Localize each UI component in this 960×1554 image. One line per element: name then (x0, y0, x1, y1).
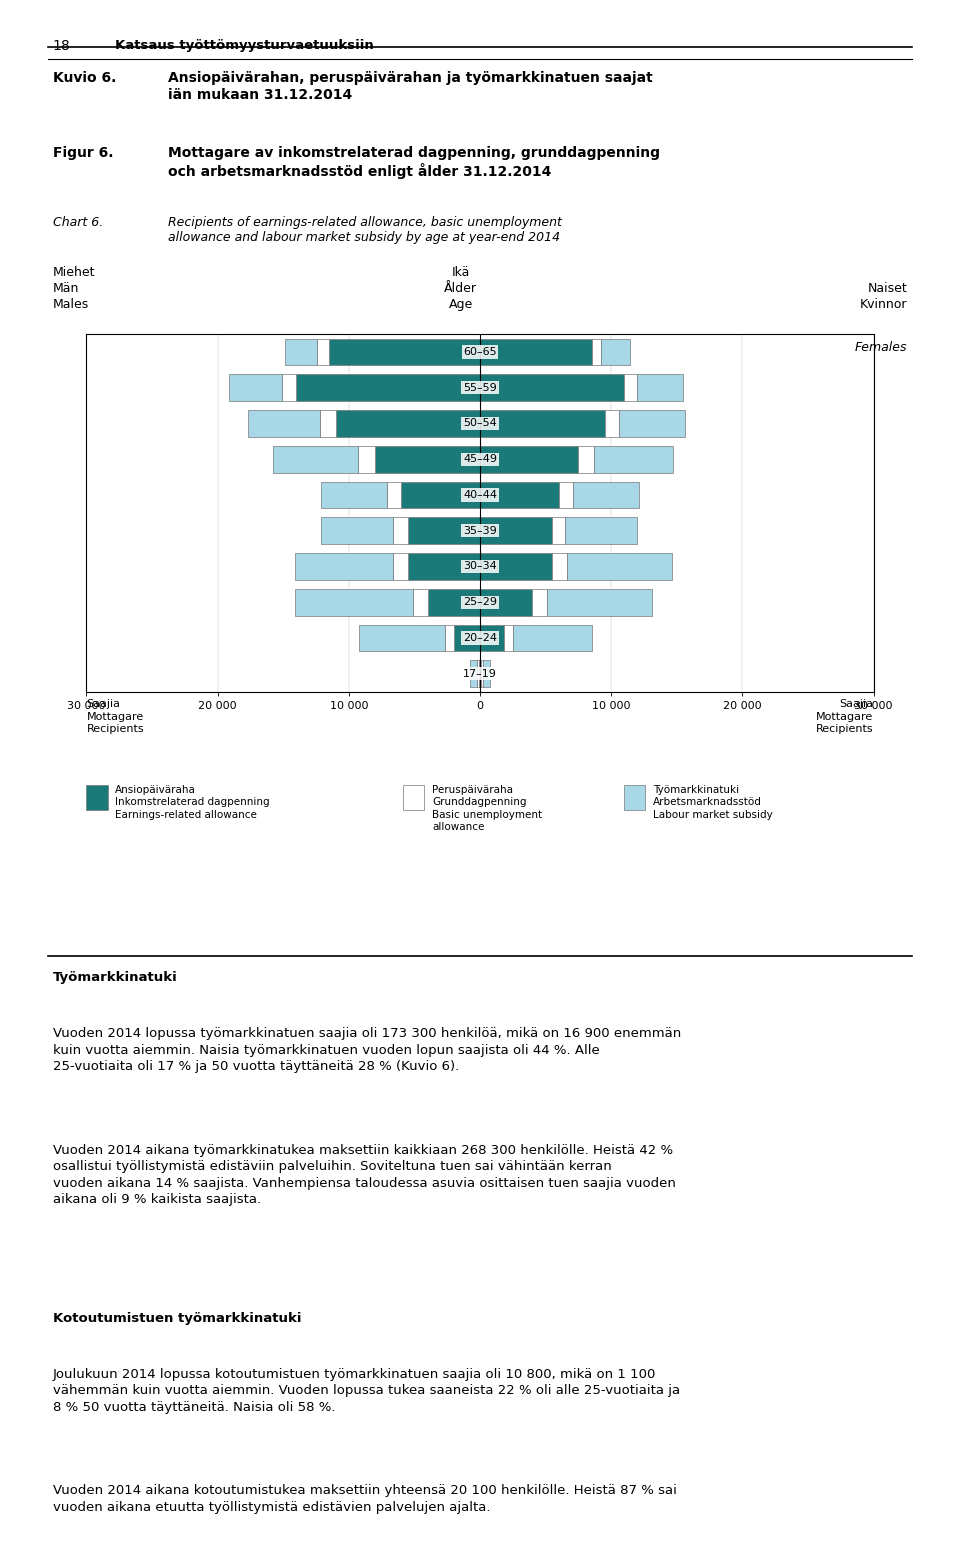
Bar (578, 446, 594, 472)
Bar (273, 446, 358, 472)
Bar (547, 589, 652, 615)
Bar (282, 375, 297, 401)
Text: Kuvio 6.: Kuvio 6. (53, 71, 116, 85)
Bar (480, 339, 591, 365)
Bar (444, 625, 454, 651)
Bar (479, 660, 480, 687)
Bar (394, 553, 408, 580)
Bar (329, 339, 480, 365)
Text: Vuoden 2014 aikana kotoutumistukea maksettiin yhteensä 20 100 henkilölle. Heistä: Vuoden 2014 aikana kotoutumistukea makse… (53, 1484, 677, 1514)
Bar (552, 517, 565, 544)
Bar (566, 553, 672, 580)
Bar (594, 446, 673, 472)
Bar (624, 375, 637, 401)
Bar (320, 410, 336, 437)
Bar (403, 785, 424, 810)
Bar (480, 660, 481, 687)
Text: Chart 6.: Chart 6. (53, 216, 103, 228)
Bar (481, 660, 483, 687)
Bar (573, 482, 638, 508)
Bar (513, 625, 591, 651)
Bar (284, 339, 318, 365)
Bar (533, 589, 547, 615)
Bar (469, 660, 477, 687)
Bar (454, 625, 480, 651)
Text: Miehet
Män
Males: Miehet Män Males (53, 266, 95, 311)
Bar (565, 517, 637, 544)
Bar (86, 785, 108, 810)
Bar (480, 375, 624, 401)
Text: Naiset
Kvinnor: Naiset Kvinnor (860, 281, 907, 311)
Bar (552, 553, 566, 580)
Bar (480, 553, 552, 580)
Bar (359, 625, 444, 651)
Bar (248, 410, 320, 437)
Text: Joulukuun 2014 lopussa kotoutumistuen työmarkkinatuen saajia oli 10 800, mikä on: Joulukuun 2014 lopussa kotoutumistuen ty… (53, 1368, 680, 1414)
Bar (318, 339, 329, 365)
Text: Työmarkkinatuki: Työmarkkinatuki (53, 971, 178, 984)
Bar (387, 482, 401, 508)
Text: 50–54: 50–54 (463, 418, 497, 429)
Text: 40–44: 40–44 (463, 490, 497, 500)
Bar (480, 589, 533, 615)
Bar (408, 553, 480, 580)
Text: Females: Females (854, 342, 907, 354)
Text: 60–65: 60–65 (463, 347, 497, 357)
Text: 35–39: 35–39 (463, 525, 497, 536)
Bar (375, 446, 480, 472)
Bar (394, 517, 408, 544)
Text: Ansiopäivärahan, peruspäivärahan ja työmarkkinatuen saajat
iän mukaan 31.12.2014: Ansiopäivärahan, peruspäivärahan ja työm… (168, 71, 653, 101)
Bar (322, 482, 387, 508)
Text: Vuoden 2014 lopussa työmarkkinatuen saajia oli 173 300 henkilöä, mikä on 16 900 : Vuoden 2014 lopussa työmarkkinatuen saaj… (53, 1027, 681, 1074)
Bar (477, 660, 479, 687)
Bar (336, 410, 480, 437)
Bar (480, 410, 605, 437)
Text: Figur 6.: Figur 6. (53, 146, 113, 160)
Bar (322, 517, 394, 544)
Text: Ansiopäiväraha
Inkomstrelaterad dagpenning
Earnings-related allowance: Ansiopäiväraha Inkomstrelaterad dagpenni… (115, 785, 270, 819)
Bar (295, 553, 394, 580)
Bar (480, 446, 578, 472)
Text: Saajia
Mottagare
Recipients: Saajia Mottagare Recipients (86, 699, 144, 733)
Bar (229, 375, 282, 401)
Bar (408, 517, 480, 544)
Text: Työmarkkinatuki
Arbetsmarknadsstöd
Labour market subsidy: Työmarkkinatuki Arbetsmarknadsstöd Labou… (653, 785, 773, 819)
Bar (427, 589, 480, 615)
Bar (480, 482, 559, 508)
Bar (401, 482, 480, 508)
Bar (358, 446, 375, 472)
Bar (297, 375, 480, 401)
Text: Saajia
Mottagare
Recipients: Saajia Mottagare Recipients (816, 699, 874, 733)
Bar (605, 410, 619, 437)
Bar (624, 785, 645, 810)
Bar (483, 660, 490, 687)
Bar (601, 339, 630, 365)
Bar (480, 517, 552, 544)
Text: 17–19: 17–19 (463, 668, 497, 679)
Text: Recipients of earnings-related allowance, basic unemployment
allowance and labou: Recipients of earnings-related allowance… (168, 216, 562, 244)
Bar (619, 410, 684, 437)
Text: 20–24: 20–24 (463, 632, 497, 643)
Text: 25–29: 25–29 (463, 597, 497, 608)
Text: Kotoutumistuen työmarkkinatuki: Kotoutumistuen työmarkkinatuki (53, 1312, 301, 1324)
Bar (480, 625, 504, 651)
Bar (295, 589, 413, 615)
Text: Peruspäiväraha
Grunddagpenning
Basic unemployment
allowance: Peruspäiväraha Grunddagpenning Basic une… (432, 785, 542, 831)
Text: Ikä
Ålder
Age: Ikä Ålder Age (444, 266, 477, 311)
Text: 30–34: 30–34 (463, 561, 497, 572)
Text: 45–49: 45–49 (463, 454, 497, 465)
Text: 55–59: 55–59 (463, 382, 497, 393)
Text: Vuoden 2014 aikana työmarkkinatukea maksettiin kaikkiaan 268 300 henkilölle. Hei: Vuoden 2014 aikana työmarkkinatukea maks… (53, 1144, 676, 1206)
Bar (504, 625, 513, 651)
Text: 18: 18 (53, 39, 70, 53)
Bar (413, 589, 427, 615)
Bar (637, 375, 684, 401)
Text: Katsaus työttömyysturvaetuuksiin: Katsaus työttömyysturvaetuuksiin (115, 39, 374, 51)
Bar (559, 482, 573, 508)
Text: Mottagare av inkomstrelaterad dagpenning, grunddagpenning
och arbetsmarknadsstöd: Mottagare av inkomstrelaterad dagpenning… (168, 146, 660, 179)
Bar (591, 339, 601, 365)
